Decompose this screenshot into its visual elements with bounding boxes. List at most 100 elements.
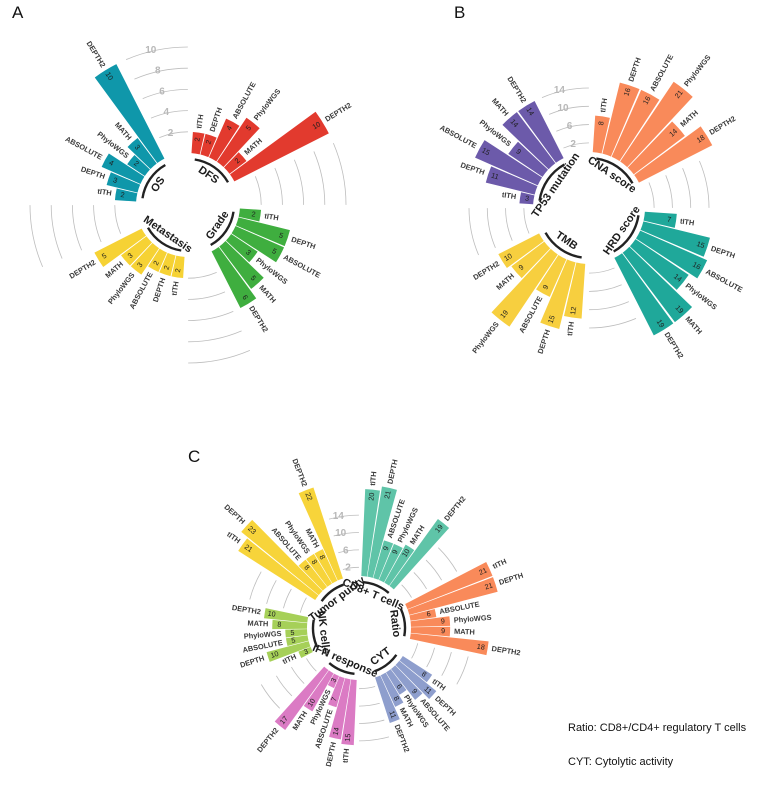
value-label-dfs-absolute: 4 [224, 124, 234, 132]
method-label-dfs-depth2: DEPTH2 [323, 101, 353, 124]
bar-cyt-depth [395, 660, 437, 700]
value-label-os-phylowgs: 2 [132, 159, 141, 169]
value-label-nk-cells-depth2: 10 [267, 609, 276, 619]
grid-arc-metastasis-0 [114, 205, 122, 234]
method-label-tp53-mutation-math: MATH [490, 96, 511, 118]
method-label-tmb-depth: DEPTH [536, 328, 552, 355]
bar-hrd-score-depth2 [614, 253, 674, 336]
bar-dfs-phylowgs [216, 117, 260, 167]
value-label-nk-cells-absolute: 5 [291, 635, 297, 645]
method-label-tumor-purity-tith: tITH [225, 530, 242, 546]
bar-ratio-absolute [409, 608, 437, 621]
bar-tumor-purity-absolute [298, 559, 328, 591]
group-arc-dfs [194, 158, 230, 183]
value-label-dfs-tith: 2 [192, 137, 201, 142]
bar-grade-absolute [231, 226, 285, 263]
grid-arc-metastasis-2 [72, 205, 83, 251]
grid-arc-dfs-1 [274, 167, 283, 205]
grid-arc-cyt-3 [359, 736, 390, 742]
value-label-dfs-depth2: 10 [311, 120, 323, 132]
method-label-metastasis-depth2: DEPTH2 [68, 258, 98, 281]
value-label-ifn-response-depth: 14 [331, 726, 341, 736]
method-label-nk-cells-phylowgs: PhyloWGS [243, 629, 281, 641]
value-label-tmb-absolute: 9 [541, 283, 551, 291]
bar-tp53-mutation-depth2 [518, 101, 564, 163]
scale-tick-2: 2 [168, 128, 174, 139]
bar-cd8-t-cells-math [384, 544, 415, 586]
bar-cna-score-phylowgs [620, 81, 693, 168]
bar-metastasis-absolute [148, 248, 167, 272]
value-label-dfs-phylowgs: 5 [244, 124, 254, 133]
method-label-dfs-tith: tITH [194, 114, 205, 130]
method-label-cna-score-math: MATH [678, 108, 700, 129]
value-label-nk-cells-math: 8 [277, 620, 281, 629]
grid-arc-os-1 [150, 110, 188, 119]
value-label-nk-cells-phylowgs: 5 [290, 628, 295, 637]
bar-grade-tith [238, 208, 262, 222]
value-label-tumor-purity-math: 8 [318, 553, 328, 561]
scale-tick-10: 10 [145, 45, 157, 56]
grid-arc-cna-score-0 [648, 182, 655, 208]
bar-nk-cells-depth [266, 641, 311, 662]
bar-cna-score-math [627, 121, 685, 175]
grid-arc-os-0 [159, 131, 188, 139]
bar-ratio-phylowgs [410, 616, 451, 627]
bar-cd8-t-cells-phylowgs [378, 543, 403, 583]
group-arc-cd8-t-cells [363, 581, 390, 594]
scale-tick-2: 2 [570, 139, 576, 150]
method-label-tmb-math: MATH [494, 271, 516, 292]
method-label-ratio-depth: DEPTH [498, 571, 525, 587]
grid-arc-os-2 [142, 89, 188, 100]
bar-metastasis-depth [159, 252, 176, 277]
bar-hrd-score-absolute [635, 230, 708, 279]
method-label-tumor-purity-depth: DEPTH [222, 502, 247, 526]
value-label-tmb-tith: 12 [568, 306, 578, 315]
value-label-cyt-absolute: 9 [410, 687, 419, 696]
method-label-hrd-score-math: MATH [683, 315, 704, 337]
bar-grade-depth [235, 217, 290, 247]
scale-tick-14: 14 [554, 85, 566, 96]
method-label-hrd-score-depth: DEPTH [710, 244, 737, 260]
grid-arc-ratio-0 [411, 643, 419, 659]
group-arc-hrd-score [613, 215, 640, 253]
value-label-tumor-purity-phylowgs: 8 [310, 558, 320, 566]
grid-arc-hrd-score-0 [589, 267, 615, 274]
value-label-tmb-depth2: 10 [502, 251, 514, 263]
value-label-ifn-response-math: 10 [305, 697, 317, 709]
bar-os-tith [114, 188, 138, 202]
value-label-metastasis-tith: 2 [173, 268, 182, 273]
bar-os-depth2 [94, 64, 165, 164]
value-label-cna-score-math: 14 [667, 127, 679, 139]
bar-ifn-response-phylowgs [327, 673, 340, 689]
group-arc-cyt [374, 654, 398, 673]
grid-arc-cna-score-2 [682, 168, 692, 208]
group-arc-ratio [399, 608, 407, 637]
value-label-tmb-math: 9 [517, 263, 526, 272]
bar-os-math [127, 138, 157, 169]
panel-b-chart: CNA score8tITH16DEPTH16ABSOLUTE21PhyloWG… [438, 53, 744, 360]
grid-arc-nk-cells-2 [266, 580, 277, 604]
bar-hrd-score-phylowgs [629, 239, 689, 290]
value-label-cd8-t-cells-depth: 21 [382, 490, 392, 500]
bar-tmb-tith [563, 262, 586, 319]
method-label-os-depth2: DEPTH2 [85, 39, 108, 69]
grid-arc-tmb-2 [486, 208, 496, 248]
method-label-ratio-tith: tITH [491, 557, 508, 571]
grid-arc-tmb-3 [468, 208, 479, 256]
group-label-nk-cells: NK cells [315, 610, 332, 655]
value-label-grade-tith: 2 [251, 209, 256, 218]
value-label-ifn-response-tith: 15 [343, 733, 353, 742]
value-label-hrd-score-phylowgs: 14 [672, 272, 684, 284]
group-arc-grade [210, 211, 235, 247]
value-label-ifn-response-absolute: 7 [329, 696, 339, 703]
value-label-tumor-purity-absolute: 8 [302, 563, 311, 572]
bar-metastasis-tith [171, 255, 185, 279]
grid-arc-cd8-t-cells-2 [425, 559, 442, 581]
method-label-cd8-t-cells-depth: DEPTH [385, 459, 399, 485]
value-label-tmb-phylowgs: 19 [498, 308, 510, 320]
value-label-ratio-absolute: 6 [426, 609, 432, 619]
bar-cyt-phylowgs [386, 669, 407, 695]
bar-os-absolute [101, 153, 145, 184]
grid-arc-dfs-2 [293, 159, 304, 205]
